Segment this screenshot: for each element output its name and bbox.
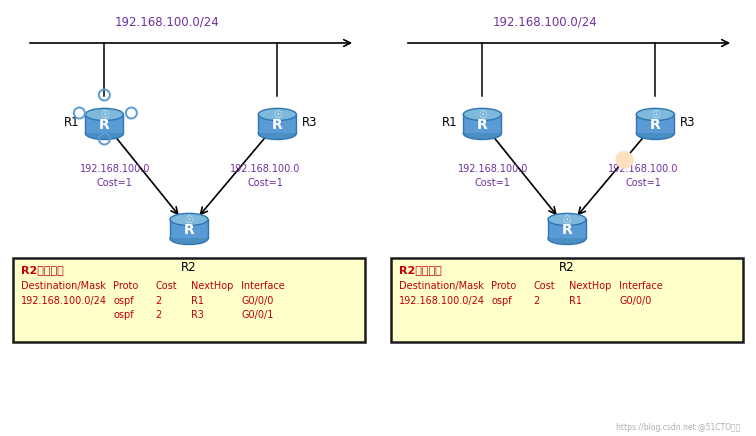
Ellipse shape xyxy=(259,109,296,120)
Ellipse shape xyxy=(637,109,674,120)
Text: ☉: ☉ xyxy=(478,110,487,120)
Text: R: R xyxy=(477,118,488,132)
Text: Cost=1: Cost=1 xyxy=(97,177,132,187)
Text: NextHop: NextHop xyxy=(191,281,234,291)
Text: 192.168.100.0/24: 192.168.100.0/24 xyxy=(21,296,107,306)
Text: R2的路由表: R2的路由表 xyxy=(21,265,64,275)
Polygon shape xyxy=(548,219,586,238)
Ellipse shape xyxy=(637,127,674,140)
Text: ☉: ☉ xyxy=(651,110,660,120)
Text: ☉: ☉ xyxy=(273,110,282,120)
Text: 2: 2 xyxy=(533,296,539,306)
Text: Destination/Mask: Destination/Mask xyxy=(21,281,106,291)
Text: 192.168.100.0/24: 192.168.100.0/24 xyxy=(399,296,485,306)
Text: R1: R1 xyxy=(191,296,204,306)
FancyBboxPatch shape xyxy=(13,258,365,342)
Polygon shape xyxy=(637,114,674,133)
Text: Proto: Proto xyxy=(491,281,516,291)
Text: 192.168.100.0/24: 192.168.100.0/24 xyxy=(115,16,219,28)
Text: Interface: Interface xyxy=(619,281,663,291)
Polygon shape xyxy=(170,219,208,238)
Text: G0/0/0: G0/0/0 xyxy=(619,296,652,306)
Ellipse shape xyxy=(170,213,208,225)
Ellipse shape xyxy=(548,232,586,245)
Text: Cost=1: Cost=1 xyxy=(247,177,283,187)
Circle shape xyxy=(615,151,634,169)
Text: R3: R3 xyxy=(680,116,696,129)
Text: R2: R2 xyxy=(559,261,575,274)
Text: R2: R2 xyxy=(181,261,197,274)
Text: 192.168.100.0/24: 192.168.100.0/24 xyxy=(493,16,597,28)
Text: R: R xyxy=(184,222,194,236)
Text: G0/0/1: G0/0/1 xyxy=(241,310,274,320)
Text: 2: 2 xyxy=(155,310,161,320)
Text: R1: R1 xyxy=(64,116,79,129)
Text: R1: R1 xyxy=(569,296,582,306)
Text: R2的路由表: R2的路由表 xyxy=(399,265,442,275)
Text: ☉: ☉ xyxy=(100,110,109,120)
Text: 192.168.100.0: 192.168.100.0 xyxy=(457,164,528,174)
Ellipse shape xyxy=(463,109,501,120)
Text: https://blog.csdn.net @51CTO博客: https://blog.csdn.net @51CTO博客 xyxy=(615,423,740,432)
Text: ☉: ☉ xyxy=(184,215,194,225)
Text: G0/0/0: G0/0/0 xyxy=(241,296,274,306)
Text: 192.168.100.0: 192.168.100.0 xyxy=(230,164,300,174)
Text: ospf: ospf xyxy=(113,310,134,320)
FancyBboxPatch shape xyxy=(391,258,743,342)
Text: R3: R3 xyxy=(302,116,318,129)
Text: ospf: ospf xyxy=(113,296,134,306)
Text: Destination/Mask: Destination/Mask xyxy=(399,281,484,291)
Text: Interface: Interface xyxy=(241,281,285,291)
Text: ☉: ☉ xyxy=(562,215,572,225)
Text: 192.168.100.0: 192.168.100.0 xyxy=(608,164,678,174)
Ellipse shape xyxy=(85,109,123,120)
Ellipse shape xyxy=(548,213,586,225)
Text: 192.168.100.0: 192.168.100.0 xyxy=(79,164,150,174)
Polygon shape xyxy=(85,114,123,133)
Text: ospf: ospf xyxy=(491,296,512,306)
Text: Cost: Cost xyxy=(155,281,177,291)
Text: R1: R1 xyxy=(442,116,457,129)
Ellipse shape xyxy=(259,127,296,140)
Text: Cost=1: Cost=1 xyxy=(625,177,661,187)
Text: R: R xyxy=(99,118,110,132)
Text: Cost=1: Cost=1 xyxy=(475,177,510,187)
Ellipse shape xyxy=(85,127,123,140)
Text: R: R xyxy=(650,118,661,132)
Text: R: R xyxy=(272,118,283,132)
Ellipse shape xyxy=(170,232,208,245)
Text: NextHop: NextHop xyxy=(569,281,612,291)
Text: 2: 2 xyxy=(155,296,161,306)
Polygon shape xyxy=(463,114,501,133)
Text: Proto: Proto xyxy=(113,281,138,291)
Text: R: R xyxy=(562,222,572,236)
Polygon shape xyxy=(259,114,296,133)
Text: R3: R3 xyxy=(191,310,204,320)
Text: Cost: Cost xyxy=(533,281,555,291)
Ellipse shape xyxy=(463,127,501,140)
